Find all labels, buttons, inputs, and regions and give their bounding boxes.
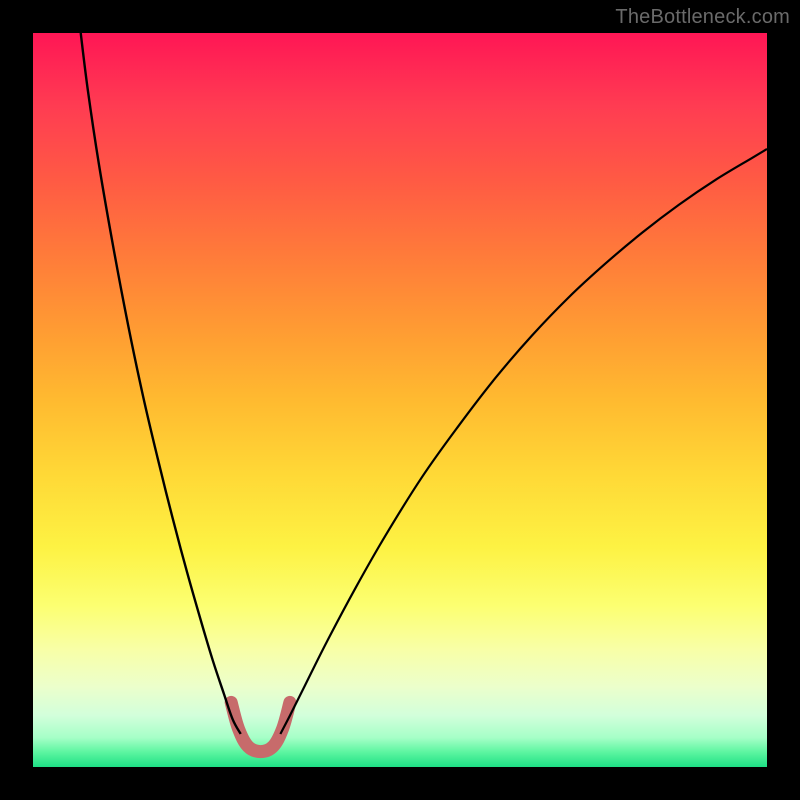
chart-container: TheBottleneck.com: [0, 0, 800, 800]
plot-svg: [33, 33, 767, 767]
bottleneck-curve-right: [280, 149, 767, 734]
bottleneck-curve-left: [81, 33, 241, 734]
watermark-text: TheBottleneck.com: [615, 6, 790, 29]
u-shaped-band: [231, 702, 290, 751]
